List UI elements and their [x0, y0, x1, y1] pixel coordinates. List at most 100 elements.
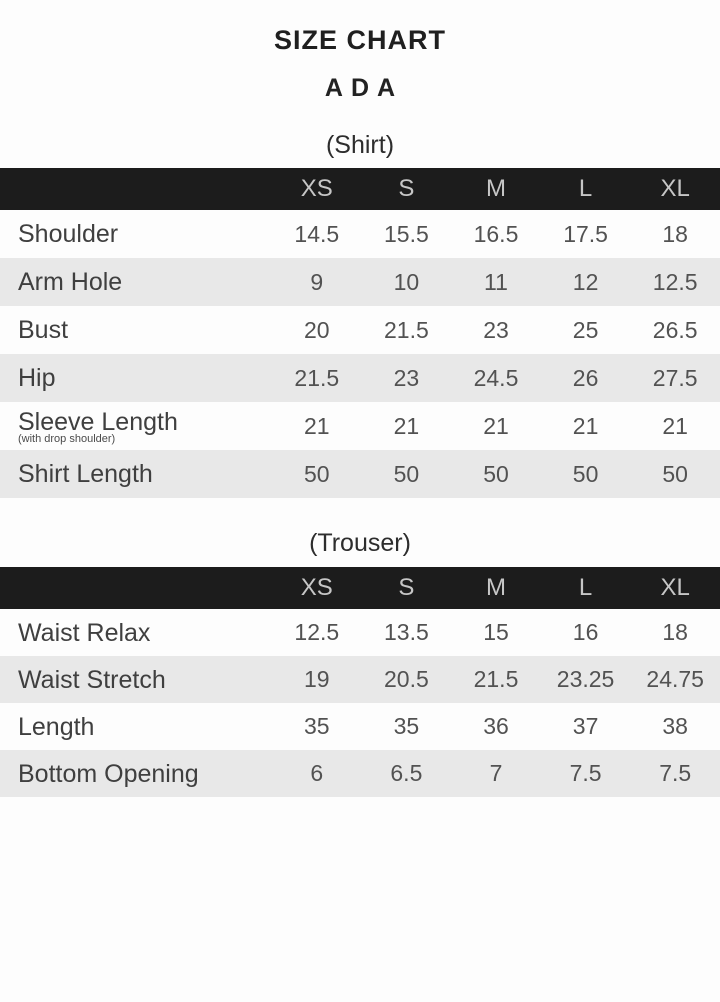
- measurement-value-cell: 7: [489, 760, 503, 786]
- measurement-value-cell: 21: [393, 412, 420, 439]
- measurement-value-cell: 11: [484, 268, 508, 295]
- measurement-value-cell: 26: [572, 364, 599, 391]
- measurement-value-cell: 12.5: [294, 619, 340, 645]
- measurement-label: Arm Hole: [18, 268, 123, 296]
- measurement-value-cell: 50: [393, 460, 420, 487]
- measurement-value-cell: 21.5: [384, 316, 429, 343]
- measurement-value-cell: 15.5: [384, 220, 429, 247]
- measurement-sublabel: (with drop shoulder): [18, 432, 116, 445]
- measurement-label-cell: Shirt Length: [0, 450, 272, 498]
- size-header-row: XS S M L XL: [0, 168, 720, 210]
- measurement-label: Shoulder: [18, 220, 119, 248]
- measurement-row: Arm Hole 9 10 11 12 12.5: [0, 258, 720, 306]
- measurement-value-cell: 7.5: [659, 760, 692, 786]
- size-header-row: XS S M L XL: [0, 567, 720, 609]
- measurement-value-cell: 15: [483, 619, 509, 645]
- measurement-value-cell: 20: [304, 316, 330, 343]
- size-column-header: S: [361, 168, 452, 210]
- measurement-value-cell: 20.5: [384, 666, 429, 692]
- measurement-label: Bottom Opening: [18, 759, 199, 788]
- measurement-label: Bust: [18, 316, 69, 344]
- measurement-value-cell: 6.5: [390, 760, 423, 786]
- measurement-value-cell: 24.75: [646, 666, 704, 692]
- measurement-value-cell: 23: [393, 364, 420, 391]
- measurement-row: Shoulder 14.5 15.5 16.5 17.5 18: [0, 210, 720, 258]
- measurement-value-cell: 50: [572, 460, 599, 487]
- size-column-header: S: [361, 567, 452, 609]
- measurement-value-cell: 23: [483, 316, 509, 343]
- measurement-value-cell: 12: [572, 268, 599, 295]
- size-column-header: XL: [630, 168, 720, 210]
- measurement-value-cell: 21: [662, 412, 688, 439]
- measurement-value-cell: 23.25: [556, 666, 615, 692]
- measurement-value-cell: 16.5: [473, 220, 519, 247]
- size-column-header: XS: [272, 567, 362, 609]
- measurement-label-cell: Bottom Opening: [0, 750, 272, 797]
- measurement-row: Length 35 35 36 37 38: [0, 703, 720, 750]
- product-name: ADA: [324, 74, 404, 102]
- header-spacer-cell: [0, 567, 272, 609]
- measurement-label: Waist Relax: [18, 618, 151, 647]
- measurement-value-cell: 6: [310, 760, 324, 786]
- measurement-label-cell: Sleeve Length (with drop shoulder): [0, 402, 272, 450]
- measurement-value-cell: 36: [483, 713, 509, 739]
- page-title: SIZE CHART: [274, 25, 446, 55]
- measurement-value-cell: 26.5: [652, 316, 698, 343]
- measurement-value-cell: 50: [662, 460, 688, 487]
- measurement-row: Sleeve Length (with drop shoulder) 21 21 21 2…: [0, 402, 720, 450]
- measurement-value-cell: 18: [662, 619, 688, 645]
- measurement-label-cell: Shoulder: [0, 210, 272, 258]
- size-column-header: M: [451, 168, 541, 210]
- measurement-label-cell: Bust: [0, 306, 272, 354]
- measurement-label-cell: Waist Stretch: [0, 656, 272, 703]
- measurement-value-cell: 50: [483, 460, 509, 487]
- shirt-size-table: XS S M L XL Shoulder 14.5 15.5 16.5 17.5 18 Arm Hol…: [0, 168, 720, 498]
- measurement-value-cell: 17.5: [563, 220, 608, 247]
- measurement-row: Shirt Length 50 50 50 50 50: [0, 450, 720, 498]
- measurement-value-cell: 9: [310, 268, 324, 295]
- measurement-value-cell: 21: [304, 412, 330, 439]
- measurement-label: Length: [18, 712, 95, 741]
- measurement-value-cell: 10: [393, 268, 420, 295]
- measurement-value-cell: 18: [662, 220, 688, 247]
- size-column-header: L: [540, 567, 631, 609]
- measurement-row: Bust 20 21.5 23 25 26.5: [0, 306, 720, 354]
- measurement-value-cell: 21.5: [294, 364, 340, 391]
- measurement-label-cell: Arm Hole: [0, 258, 272, 306]
- measurement-value-cell: 21: [572, 412, 599, 439]
- measurement-label-cell: Hip: [0, 354, 272, 402]
- size-column-header: M: [451, 567, 541, 609]
- measurement-label-cell: Length: [0, 703, 272, 750]
- trouser-size-table: XS S M L XL Waist Relax 12.5 13.5 15 16 18 Waist St…: [0, 567, 720, 797]
- measurement-value-cell: 13.5: [384, 619, 429, 645]
- measurement-label: Sleeve Length: [18, 407, 178, 436]
- measurement-row: Waist Stretch 19 20.5 21.5 23.25 24.75: [0, 656, 720, 703]
- measurement-label: Waist Stretch: [18, 665, 166, 694]
- measurement-value-cell: 24.5: [473, 364, 519, 391]
- measurement-value-cell: 21.5: [473, 666, 519, 692]
- measurement-label: Hip: [18, 364, 56, 392]
- measurement-value-cell: 25: [572, 316, 599, 343]
- measurement-value-cell: 35: [304, 713, 330, 739]
- measurement-value-cell: 37: [572, 713, 599, 739]
- measurement-value-cell: 21: [483, 412, 509, 439]
- size-column-header: XS: [272, 168, 362, 210]
- measurement-row: Waist Relax 12.5 13.5 15 16 18: [0, 609, 720, 656]
- measurement-row: Hip 21.5 23 24.5 26 27.5: [0, 354, 720, 402]
- size-column-header: L: [540, 168, 631, 210]
- measurement-value-cell: 12.5: [652, 268, 698, 295]
- measurement-label-cell: Waist Relax: [0, 609, 272, 656]
- measurement-value-cell: 38: [662, 713, 688, 739]
- size-column-header: XL: [630, 567, 720, 609]
- trouser-section-label: (Trouser): [309, 529, 411, 557]
- measurement-value-cell: 16: [572, 619, 599, 645]
- measurement-value-cell: 19: [304, 666, 330, 692]
- measurement-label: Shirt Length: [18, 460, 153, 488]
- measurement-value-cell: 50: [304, 460, 330, 487]
- header-spacer-cell: [0, 168, 272, 210]
- measurement-row: Bottom Opening 6 6.5 7 7.5 7.5: [0, 750, 720, 797]
- measurement-value-cell: 27.5: [652, 364, 698, 391]
- measurement-value-cell: 7.5: [569, 760, 602, 786]
- shirt-section-label: (Shirt): [325, 131, 395, 159]
